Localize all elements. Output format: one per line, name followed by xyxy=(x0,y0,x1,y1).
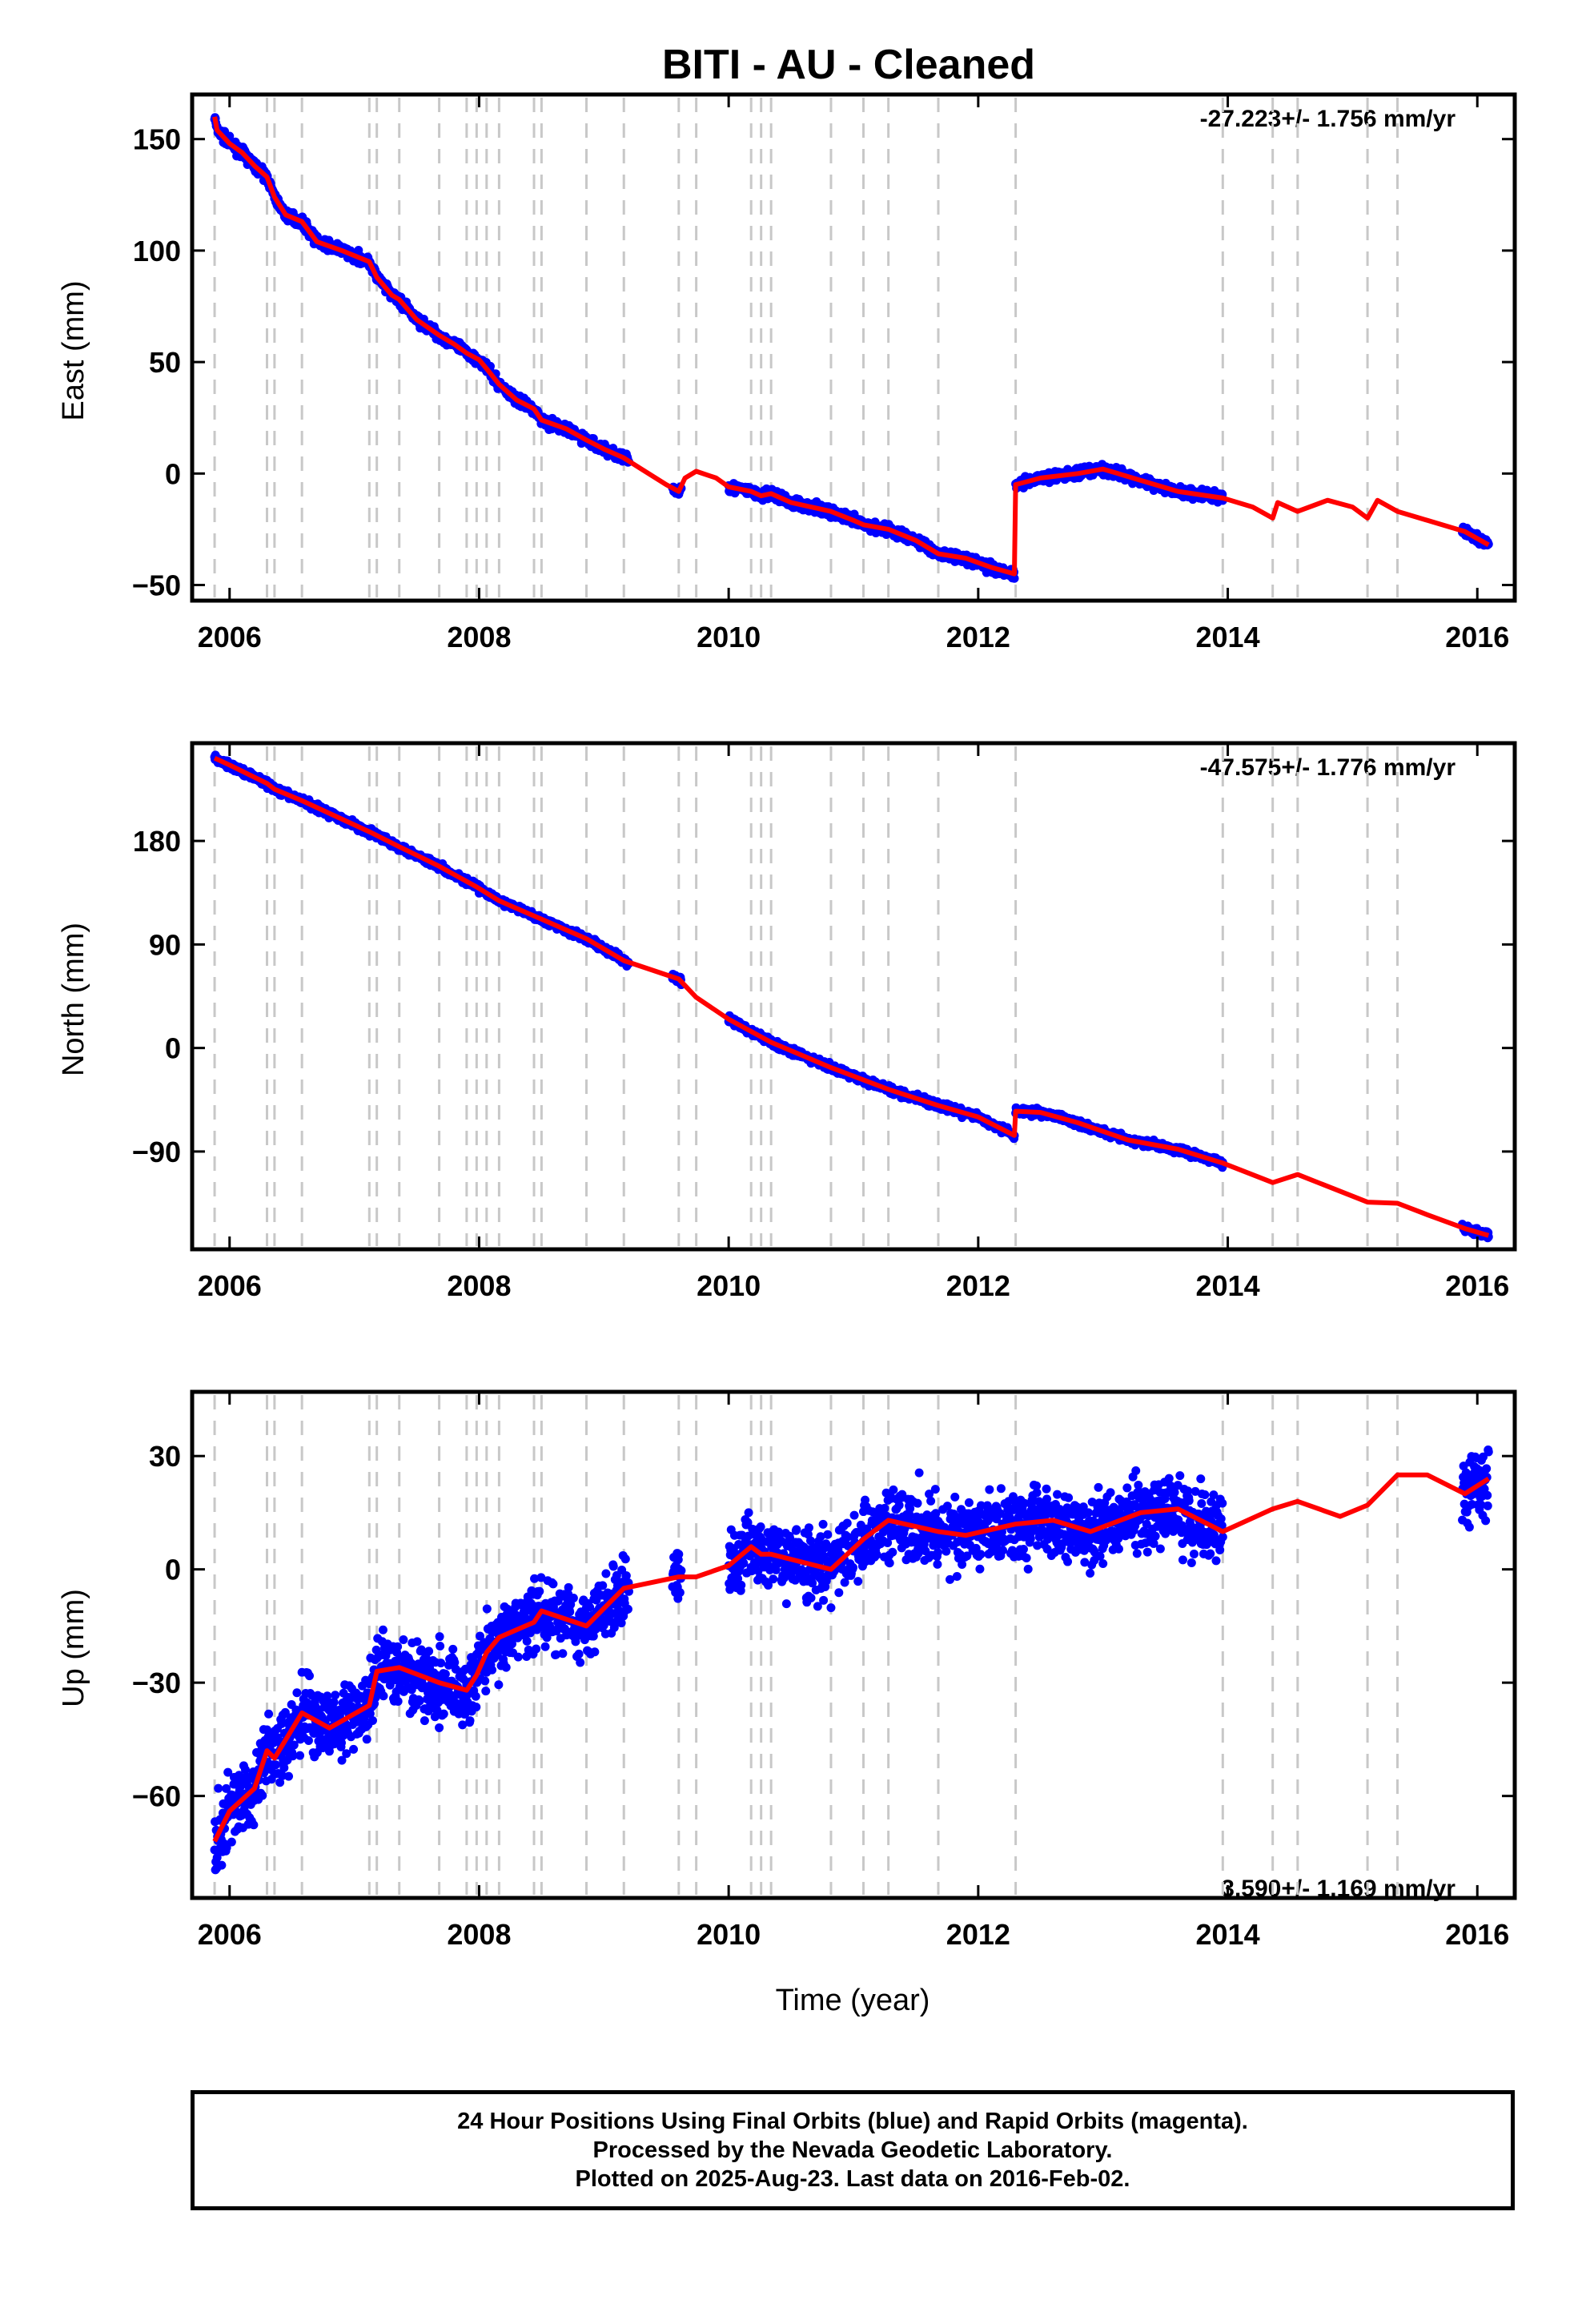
up-y-axis-label: Up (mm) xyxy=(57,1589,90,1707)
data-point xyxy=(249,1820,259,1830)
data-point xyxy=(304,1671,314,1681)
x-tick-label: 2016 xyxy=(1445,621,1509,653)
data-point xyxy=(292,1688,302,1698)
x-tick-label: 2012 xyxy=(946,1269,1010,1302)
north-panel: North (mm) -47.575+/- 1.776 mm/yr 2006 20… xyxy=(57,741,1517,1302)
x-tick-label: 2010 xyxy=(697,1269,761,1302)
data-point xyxy=(258,1791,267,1800)
data-point xyxy=(279,1763,289,1772)
up-panel: Up (mm) 3.590+/- 1.169 mm/yr 2006 2008 201… xyxy=(57,1389,1517,1951)
east-y-axis-label: East (mm) xyxy=(57,280,90,420)
chart-title: BITI - AU - Cleaned xyxy=(662,42,1035,88)
data-point xyxy=(271,1760,280,1770)
data-point xyxy=(303,1736,313,1746)
data-points xyxy=(210,750,1493,1243)
north-rate-label: -47.575+/- 1.776 mm/yr xyxy=(1200,754,1456,781)
data-point xyxy=(217,1860,227,1870)
x-tick-label: 2016 xyxy=(1445,1269,1509,1302)
plot-frame xyxy=(190,741,1517,1252)
x-tick-label: 2012 xyxy=(946,621,1010,653)
x-tick-label: 2014 xyxy=(1196,1269,1260,1302)
data-point xyxy=(214,1783,223,1793)
x-tick-label: 2006 xyxy=(198,621,262,653)
y-tick-label: 0 xyxy=(165,1032,181,1065)
x-tick-label: 2006 xyxy=(198,1269,262,1302)
y-tick-label: 90 xyxy=(149,928,181,961)
east-panel: East (mm) -27.223+/- 1.756 mm/yr 2006 200… xyxy=(57,92,1517,653)
y-tick-label: 150 xyxy=(133,123,181,156)
x-tick-label: 2014 xyxy=(1196,621,1260,653)
y-tick-label: 100 xyxy=(133,235,181,267)
north-y-axis-label: North (mm) xyxy=(57,923,90,1076)
x-tick-label: 2008 xyxy=(447,1269,511,1302)
y-tick-label: 50 xyxy=(149,346,181,379)
x-tick-label: 2008 xyxy=(447,621,511,653)
data-point xyxy=(295,1751,305,1760)
x-tick-label: 2010 xyxy=(697,621,761,653)
data-point xyxy=(227,1837,236,1847)
data-points xyxy=(210,1445,1493,1875)
data-point xyxy=(284,1771,294,1781)
y-tick-label: −50 xyxy=(132,569,181,602)
y-tick-label: 0 xyxy=(165,457,181,490)
y-tick-label: −90 xyxy=(132,1136,181,1168)
east-rate-label: -27.223+/- 1.756 mm/yr xyxy=(1200,106,1456,132)
data-point xyxy=(264,1709,274,1719)
y-tick-label: 180 xyxy=(133,825,181,858)
